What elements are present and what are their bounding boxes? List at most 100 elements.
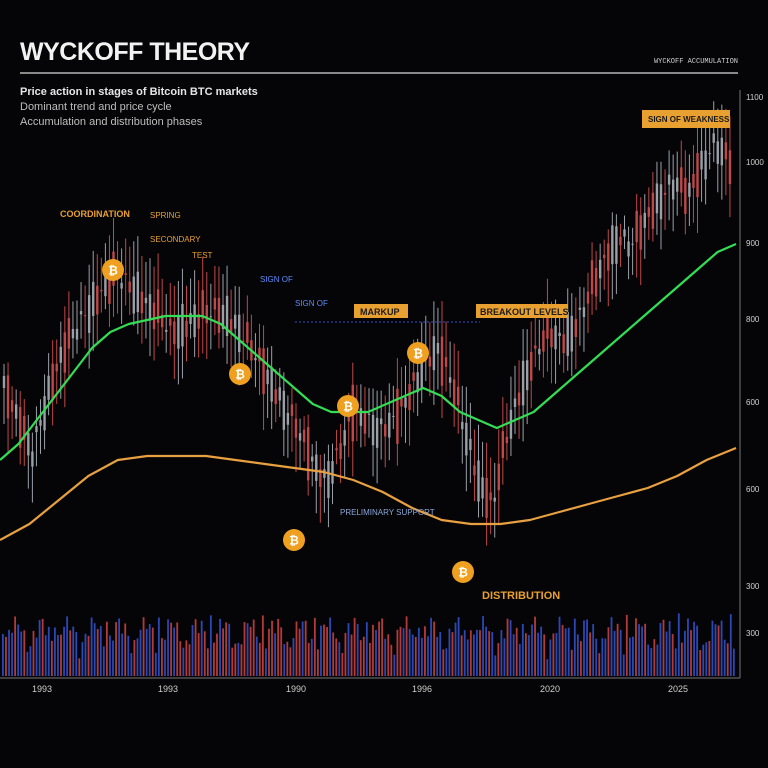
candle-body [254,357,257,361]
volume-bar [307,642,310,676]
candle-body [185,320,188,337]
bitcoin-markers: ₿ ₿ ₿ ₿ ₿ ₿ [102,259,474,583]
volume-bar [607,627,610,676]
candle-body [594,267,598,297]
candle-body [586,291,590,304]
volume-bar [454,622,457,676]
candle-body [513,398,517,408]
candle-body [19,407,22,448]
candle-body [554,325,557,350]
volume-bar [261,615,264,676]
volume-bar [540,626,543,676]
candle-body [404,397,407,408]
volume-bar [255,636,258,676]
volume-bar [228,623,231,676]
candle-body [647,207,651,217]
volume-bar [99,626,102,676]
volume-bar [347,623,350,676]
annotation-distribution: DISTRIBUTION [482,590,560,602]
volume-bar [87,635,90,676]
volume-bar [589,632,591,676]
volume-bar [659,623,662,676]
candle-body [2,376,6,388]
volume-bar [292,638,295,676]
volume-bar [616,623,619,676]
volume-bar [546,659,549,676]
candle-body [331,461,334,484]
volume-bar [393,654,396,676]
volume-bar [693,621,695,676]
candle-body [582,307,586,317]
candle-body [461,421,464,430]
volume-bar [390,644,393,676]
candle-body [363,411,367,434]
volume-bar [436,636,439,676]
volume-bar [497,643,500,676]
candle-body [716,141,719,164]
volume-bar [203,631,206,676]
volume-bar [170,622,173,676]
candle-body [87,295,91,333]
volume-bar [93,623,96,676]
volume-bar [298,628,301,676]
candle-body [574,319,578,337]
candle-body [75,328,79,340]
volume-bar [139,629,142,676]
volume-bar [372,624,374,676]
candle-body [509,409,513,439]
y-tick-label: 1100 [746,93,764,102]
subtitle-line-2: Dominant trend and price cycle [20,101,172,113]
candle-body [246,321,249,343]
volume-bar [687,618,689,676]
volume-bar [66,616,69,676]
bitcoin-icon: ₿ [102,259,124,281]
x-tick-label: 1993 [32,684,52,694]
volume-bar [466,639,469,676]
volume-bar [580,641,582,676]
volume-bar [732,648,735,676]
volume-bar [265,648,267,676]
volume-bar [711,620,714,676]
volume-bar [243,622,246,676]
volume-bar [206,648,209,676]
volume-bar [521,623,524,676]
candle-body [217,297,221,333]
volume-bar [638,624,640,676]
volume-bar [338,642,341,676]
bitcoin-icon: ₿ [229,363,251,385]
candle-body [542,330,545,352]
candle-body [160,314,164,328]
volume-bar [469,630,472,676]
candle-body [100,289,103,292]
volume-bar [145,628,148,676]
candle-body [436,342,440,354]
volume-bar [408,629,411,676]
volume-bar [518,643,521,676]
candle-body [700,150,703,170]
candle-body [505,436,509,444]
volume-bar [671,633,674,676]
volume-bar [200,620,203,676]
volume-bar [222,628,224,676]
volume-bar [411,634,414,676]
annotation-markup: MARKUP [360,307,400,317]
volume-bar [127,635,130,676]
candle-body [270,367,273,402]
subtitle-line-3: Accumulation and distribution phases [20,116,203,128]
candle-body [302,429,306,443]
volume-bar [720,620,723,676]
volume-bar [668,621,671,676]
annotations-layer: COORDINATION SPRING SECONDARY TEST SIGN … [60,110,730,602]
volume-bar [81,642,84,676]
volume-bar [619,629,622,676]
volume-bar [173,627,176,676]
volume-bar [335,638,338,676]
volume-bar [433,621,436,676]
volume-bar [283,644,286,676]
volume-bar [439,632,442,676]
volume-bar [460,635,463,676]
candle-body [448,377,452,383]
volume-bar [457,617,460,676]
volume-bar [47,626,50,676]
volume-bar [323,624,325,676]
